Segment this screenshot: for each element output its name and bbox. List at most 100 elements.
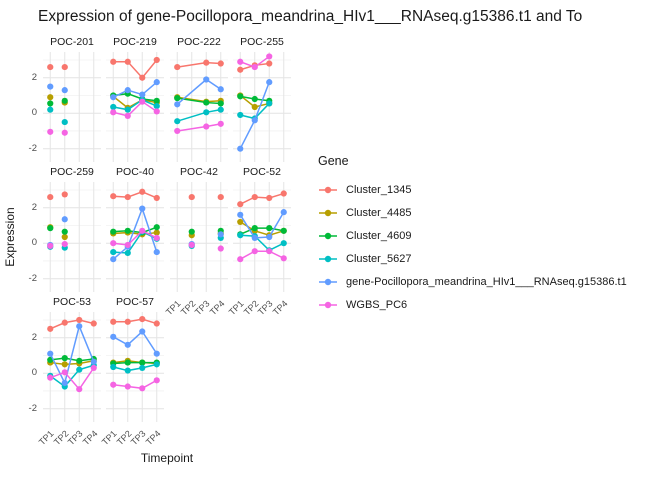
data-point xyxy=(251,117,258,124)
data-point xyxy=(61,216,68,223)
data-point xyxy=(280,190,287,197)
data-point xyxy=(139,364,146,371)
series-line xyxy=(49,364,94,388)
y-tick-label: -2 xyxy=(28,142,37,154)
y-axis-title: Expression xyxy=(3,207,17,267)
data-point xyxy=(251,248,258,255)
data-point xyxy=(153,320,160,327)
data-point xyxy=(61,233,68,241)
y-tick-label: 0 xyxy=(31,107,37,119)
data-point xyxy=(139,98,146,105)
data-point xyxy=(139,205,146,212)
series-line xyxy=(177,61,221,68)
data-point xyxy=(266,100,273,107)
data-point xyxy=(110,333,117,340)
data-point xyxy=(217,245,224,252)
data-point xyxy=(217,120,224,127)
series-line xyxy=(112,206,158,260)
data-point xyxy=(153,234,160,241)
series-line xyxy=(49,323,95,386)
data-point xyxy=(124,112,131,119)
data-point xyxy=(110,103,117,111)
series-line xyxy=(113,363,157,372)
facet-label: POC-201 xyxy=(50,36,94,48)
series-line xyxy=(49,319,94,330)
data-point xyxy=(61,361,68,368)
data-point xyxy=(139,315,146,323)
data-point xyxy=(47,100,54,107)
data-point xyxy=(110,318,117,325)
series-line xyxy=(177,123,221,132)
data-point xyxy=(110,228,117,235)
data-point xyxy=(266,225,273,232)
facet-panel xyxy=(233,52,291,162)
data-point xyxy=(203,109,210,116)
data-point xyxy=(237,111,244,119)
legend-label: Cluster_1345 xyxy=(346,183,412,196)
facet-panel xyxy=(233,182,291,292)
data-point xyxy=(280,255,287,262)
data-point xyxy=(110,381,117,388)
data-point xyxy=(110,240,117,247)
legend-key-icon xyxy=(319,255,337,262)
legend-key-icon xyxy=(319,209,337,216)
data-point xyxy=(61,369,68,376)
series-line xyxy=(50,357,94,362)
data-point xyxy=(174,101,181,108)
data-point xyxy=(110,58,117,65)
legend-label: Cluster_5627 xyxy=(346,252,412,265)
data-point xyxy=(266,194,273,202)
data-point xyxy=(153,108,160,115)
y-tick-label: 2 xyxy=(31,71,37,83)
data-point xyxy=(47,374,54,381)
data-point xyxy=(139,74,146,81)
data-point xyxy=(61,97,68,104)
series-line xyxy=(113,318,157,325)
series-line xyxy=(112,81,158,98)
series-line xyxy=(113,190,158,199)
data-point xyxy=(153,361,160,368)
series-line xyxy=(239,250,285,260)
data-point xyxy=(61,228,68,235)
series-line xyxy=(113,361,157,365)
data-point xyxy=(61,355,68,362)
data-point xyxy=(153,377,160,384)
series-line xyxy=(239,227,284,236)
data-point xyxy=(280,240,287,247)
data-point xyxy=(76,357,83,364)
data-point xyxy=(251,193,258,201)
data-point xyxy=(124,106,131,113)
data-point xyxy=(153,103,160,110)
data-point xyxy=(251,95,258,103)
facet-panel xyxy=(170,52,228,162)
facet-panel xyxy=(106,182,164,292)
series-line xyxy=(240,234,285,252)
data-point xyxy=(61,87,68,94)
data-point xyxy=(139,385,146,392)
data-point xyxy=(153,79,160,86)
data-point xyxy=(47,242,54,249)
data-point xyxy=(139,188,146,195)
data-point xyxy=(61,63,68,71)
data-point xyxy=(174,95,181,102)
data-point xyxy=(153,350,160,357)
data-point xyxy=(110,363,117,371)
facet-label: POC-53 xyxy=(53,296,91,308)
data-point xyxy=(124,359,131,366)
data-point xyxy=(266,60,273,67)
series-line xyxy=(112,330,158,355)
data-point xyxy=(47,128,54,135)
data-point xyxy=(110,109,117,116)
facet-label: POC-42 xyxy=(180,166,218,178)
data-point xyxy=(124,58,131,65)
legend-item: gene-Pocillopora_meandrina_HIv1___RNAseq… xyxy=(318,270,627,293)
data-point xyxy=(266,248,273,255)
data-point xyxy=(110,94,117,101)
data-point xyxy=(110,256,117,263)
data-point xyxy=(90,358,97,365)
data-point xyxy=(203,59,210,66)
series-line xyxy=(113,229,158,246)
data-point xyxy=(61,191,68,198)
